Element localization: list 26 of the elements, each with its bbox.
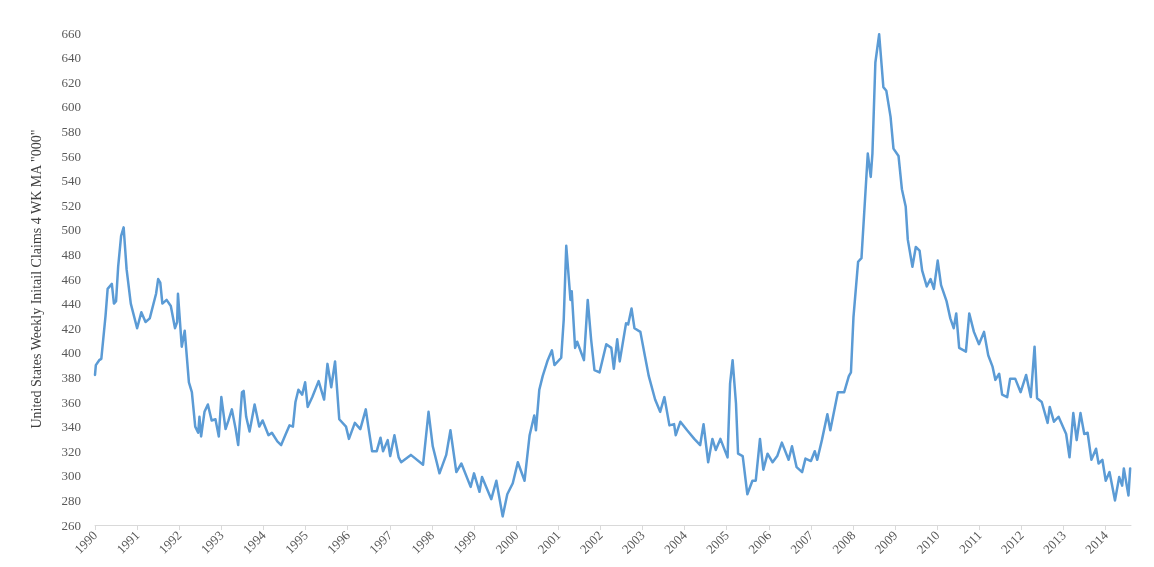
line-series (93, 32, 1132, 518)
y-axis-title: United States Weekly Initail Claims 4 WK MA "000" (28, 129, 44, 429)
y-tick-label: 360 (61, 394, 81, 410)
y-tick-label: 300 (61, 468, 81, 484)
y-tick-label: 260 (61, 517, 81, 533)
y-tick-label: 280 (61, 492, 81, 508)
y-tick-label: 600 (61, 99, 81, 115)
y-tick-label: 520 (61, 197, 81, 213)
y-tick-label: 420 (61, 320, 81, 336)
x-tick-label: 2001 (534, 527, 564, 557)
y-tick-label: 440 (61, 296, 81, 312)
y-tick-label: 560 (61, 148, 81, 164)
x-tick-label: 2011 (956, 527, 985, 557)
y-tick-label: 460 (61, 271, 81, 287)
y-tick-label: 620 (61, 74, 81, 90)
y-tick-label: 340 (61, 419, 81, 435)
y-tick-label: 380 (61, 369, 81, 385)
y-tick-label: 660 (61, 25, 81, 41)
y-tick-label: 540 (61, 173, 81, 189)
y-tick-label: 480 (61, 246, 81, 262)
y-tick-label: 640 (61, 50, 81, 66)
y-tick-label: 400 (61, 345, 81, 361)
y-tick-label: 580 (61, 123, 81, 139)
x-tick-label: 1991 (113, 527, 143, 557)
y-tick-label: 500 (61, 222, 81, 238)
y-tick-label: 320 (61, 443, 81, 459)
